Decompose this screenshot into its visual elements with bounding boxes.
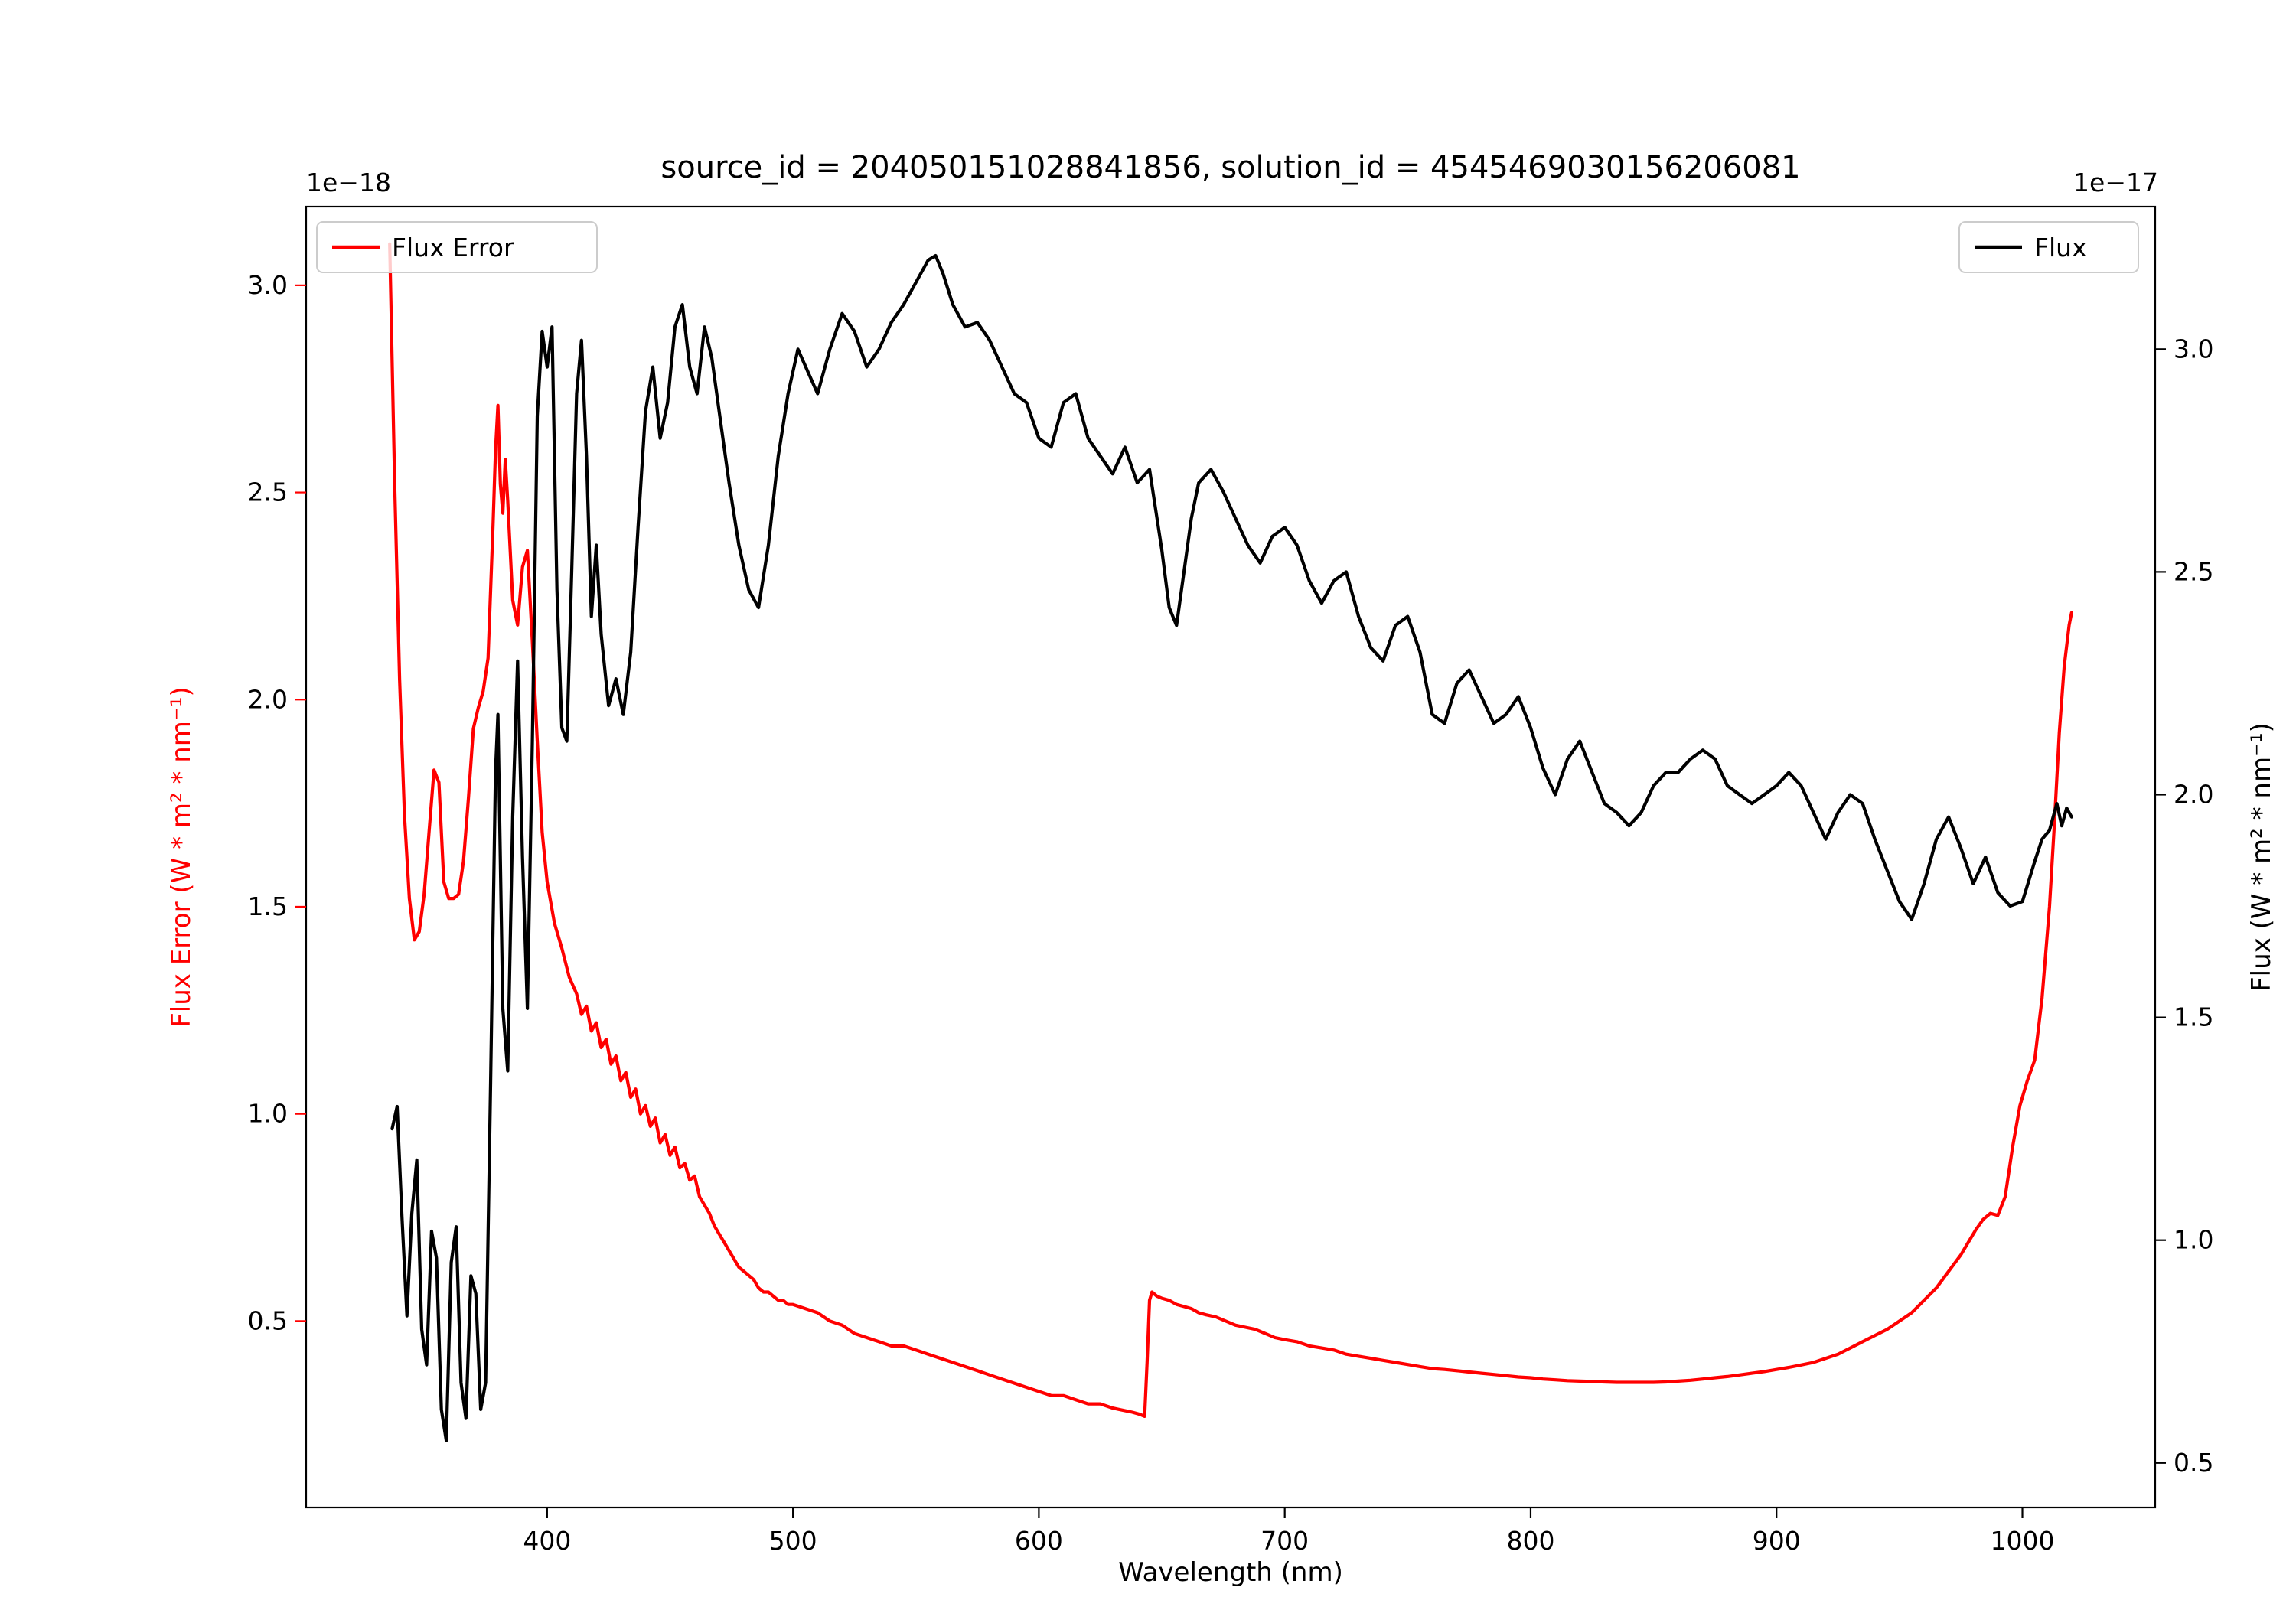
right-y-tick-label: 1.0 (2174, 1225, 2213, 1255)
legend-flux: Flux (1958, 221, 2139, 273)
right-axis-offset-label: 1e−17 (2073, 168, 2158, 197)
x-tick-label: 500 (769, 1526, 817, 1556)
right-y-tick-label: 2.0 (2174, 779, 2213, 809)
left-y-tick-label: 2.5 (248, 477, 288, 507)
left-axis-offset-label: 1e−18 (306, 168, 391, 197)
x-tick-label: 600 (1015, 1526, 1063, 1556)
legend-box (1958, 221, 2139, 273)
left-y-axis-label: Flux Error (W * m² * nm⁻¹) (166, 686, 197, 1028)
x-tick-label: 800 (1506, 1526, 1554, 1556)
right-y-tick-label: 1.5 (2174, 1002, 2213, 1032)
left-y-tick-label: 1.0 (248, 1099, 288, 1129)
right-y-tick-label: 2.5 (2174, 556, 2213, 586)
left-y-tick-label: 0.5 (248, 1305, 288, 1335)
axes-layer: 400 500 600 700 800 900 1000 0.5 1.0 1.5 2.0 2.5 3.0… (248, 205, 2213, 1556)
plot-frame (305, 205, 2157, 1509)
legend-label-flux: Flux (2034, 233, 2087, 262)
series-line-flux (390, 253, 2073, 1442)
chart-title: source_id = 204050151028841856, solution… (660, 150, 1800, 185)
x-tick-label: 700 (1261, 1526, 1309, 1556)
right-y-axis-label: Flux (W * m² * nm⁻¹) (2246, 722, 2277, 992)
legend-flux-error: Flux Error (316, 221, 598, 273)
x-tick-label: 400 (523, 1526, 571, 1556)
series-line-flux-error (388, 242, 2073, 1418)
right-y-tick-label: 0.5 (2174, 1448, 2213, 1478)
left-y-tick-label: 1.5 (248, 891, 288, 921)
right-y-tick-label: 3.0 (2174, 334, 2213, 363)
series-layer (388, 242, 2073, 1442)
left-y-tick-label: 2.0 (248, 684, 288, 714)
x-tick-label: 900 (1753, 1526, 1801, 1556)
legend-box (316, 221, 598, 273)
left-y-tick-label: 3.0 (248, 270, 288, 300)
legend-label-flux-error: Flux Error (392, 233, 514, 262)
x-axis-label: Wavelength (nm) (1118, 1557, 1343, 1588)
x-tick-label: 1000 (1991, 1526, 2055, 1556)
